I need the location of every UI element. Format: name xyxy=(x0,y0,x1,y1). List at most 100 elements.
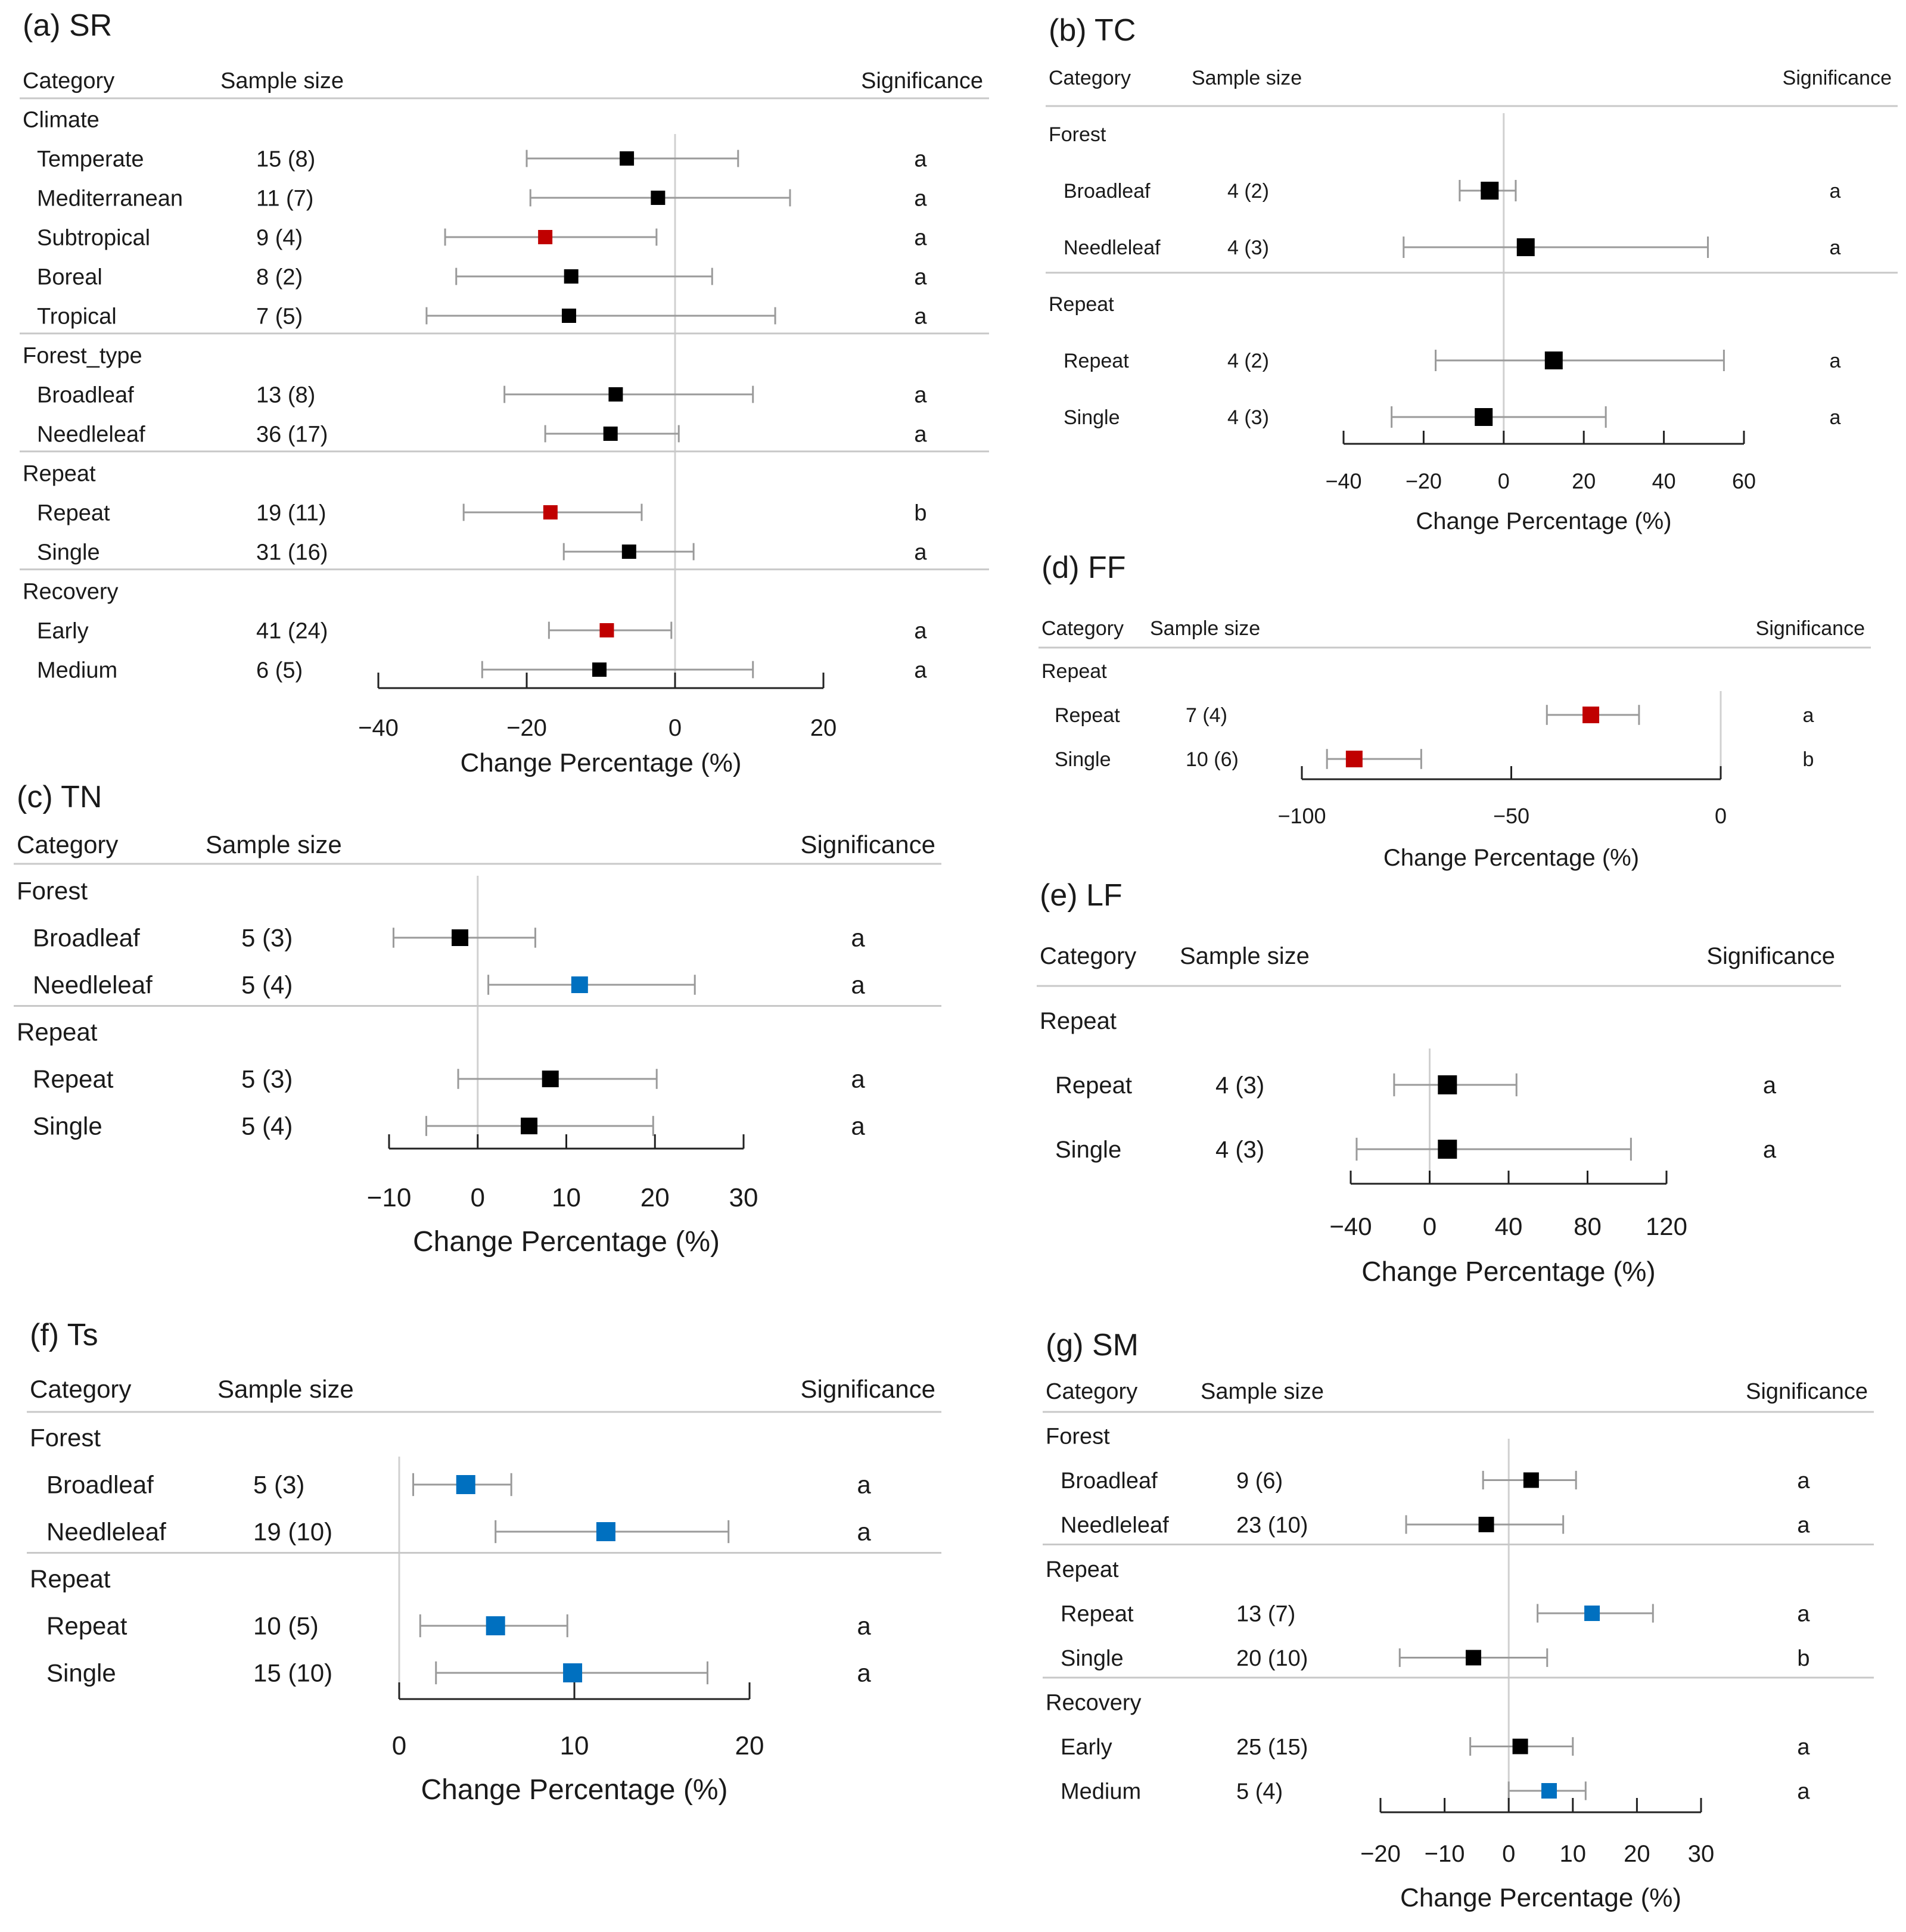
row-significance: a xyxy=(857,1612,871,1640)
group-label: Repeat xyxy=(1046,1557,1119,1582)
mean-marker xyxy=(563,1663,583,1682)
x-tick-label: 30 xyxy=(1688,1841,1715,1867)
row-significance: b xyxy=(914,500,926,525)
panel-a: (a) SR Category Sample size Significance Cli… xyxy=(20,8,989,777)
x-tick-label: 0 xyxy=(392,1731,406,1760)
row-label: Medium xyxy=(1061,1779,1141,1804)
x-tick-label: 20 xyxy=(640,1183,670,1212)
group-label: Forest xyxy=(17,877,88,905)
mean-marker xyxy=(486,1616,505,1635)
row-significance: a xyxy=(914,422,927,447)
mean-marker xyxy=(521,1118,538,1134)
row-significance: a xyxy=(851,924,865,952)
row-significance: a xyxy=(857,1518,871,1546)
x-tick-label: 10 xyxy=(1560,1841,1587,1867)
panel-g: (g) SM Category Sample size Significance For… xyxy=(1043,1328,1874,1912)
mean-marker xyxy=(1475,408,1493,426)
row-significance: a xyxy=(851,971,865,999)
group-label: Forest xyxy=(1049,123,1106,146)
row-sample-size: 4 (3) xyxy=(1215,1137,1264,1163)
group-label: Forest xyxy=(30,1424,101,1452)
row-significance: a xyxy=(914,304,927,329)
row-sample-size: 20 (10) xyxy=(1236,1646,1308,1671)
panel-c: (c) TN Category Sample size Significance For… xyxy=(14,780,941,1258)
row-label: Needleleaf xyxy=(1061,1513,1169,1538)
row-sample-size: 15 (10) xyxy=(253,1659,332,1687)
row-significance: a xyxy=(851,1112,865,1140)
mean-marker xyxy=(1466,1650,1482,1666)
group-label: Repeat xyxy=(1041,660,1107,683)
row-sample-size: 15 (8) xyxy=(256,147,315,172)
mean-marker xyxy=(1438,1075,1457,1094)
row-label: Repeat xyxy=(1055,1072,1132,1099)
x-tick-label: 20 xyxy=(1572,469,1596,493)
row-sample-size: 11 (7) xyxy=(256,186,313,211)
x-axis-label: Change Percentage (%) xyxy=(413,1226,720,1258)
x-tick-label: 20 xyxy=(1624,1841,1650,1867)
x-tick-label: 20 xyxy=(735,1731,764,1760)
row-significance: a xyxy=(851,1065,865,1093)
row-label: Repeat xyxy=(1061,1601,1134,1626)
mean-marker xyxy=(1345,751,1363,767)
header-category: Category xyxy=(23,69,114,94)
x-tick-label: 0 xyxy=(1423,1212,1437,1240)
x-tick-label: −10 xyxy=(1425,1841,1465,1867)
row-significance: a xyxy=(1797,1513,1810,1538)
row-sample-size: 4 (2) xyxy=(1227,180,1269,203)
mean-marker xyxy=(1438,1140,1457,1159)
mean-marker xyxy=(1512,1738,1528,1754)
row-label: Broadleaf xyxy=(1061,1469,1158,1494)
row-label: Broadleaf xyxy=(37,382,134,407)
x-tick-label: 120 xyxy=(1646,1212,1687,1240)
group-label: Recovery xyxy=(23,579,119,604)
panel-d: (d) FF Category Sample size Significance Rep… xyxy=(1038,550,1871,871)
x-tick-label: 0 xyxy=(1498,469,1510,493)
row-significance: a xyxy=(914,147,927,172)
row-significance: a xyxy=(914,225,927,250)
group-label: Forest_type xyxy=(23,343,142,368)
row-sample-size: 4 (3) xyxy=(1215,1072,1264,1099)
x-tick-label: −20 xyxy=(1406,469,1442,493)
row-label: Single xyxy=(1055,748,1111,771)
row-label: Needleleaf xyxy=(37,422,145,447)
header-significance: Significance xyxy=(801,1375,935,1403)
group-label: Repeat xyxy=(30,1565,111,1593)
x-tick-label: 20 xyxy=(810,715,837,741)
row-significance: a xyxy=(1803,704,1814,727)
row-significance: a xyxy=(914,540,927,565)
row-sample-size: 19 (11) xyxy=(256,500,327,525)
mean-marker xyxy=(1478,1517,1494,1532)
panel-title: (c) TN xyxy=(17,780,102,814)
x-tick-label: −40 xyxy=(1325,469,1361,493)
row-significance: a xyxy=(1797,1469,1810,1494)
x-tick-label: −40 xyxy=(1329,1212,1372,1240)
header-sample-size: Sample size xyxy=(1192,67,1302,89)
x-tick-label: 0 xyxy=(669,715,682,741)
mean-marker xyxy=(561,309,576,323)
row-sample-size: 25 (15) xyxy=(1236,1735,1308,1760)
header-category: Category xyxy=(17,830,118,858)
group-label: Repeat xyxy=(23,461,96,486)
row-sample-size: 31 (16) xyxy=(256,540,328,565)
x-tick-label: −100 xyxy=(1277,804,1326,828)
row-sample-size: 4 (2) xyxy=(1227,350,1269,372)
panel-b: (b) TC Category Sample size Significance For… xyxy=(1046,13,1898,534)
row-sample-size: 4 (3) xyxy=(1227,237,1269,259)
panel-title: (d) FF xyxy=(1041,550,1126,585)
row-label: Mediterranean xyxy=(37,186,183,211)
mean-marker xyxy=(538,230,553,244)
row-label: Repeat xyxy=(1064,350,1129,372)
mean-marker xyxy=(620,151,635,166)
row-sample-size: 13 (8) xyxy=(256,382,315,407)
row-sample-size: 19 (10) xyxy=(253,1518,332,1546)
x-tick-label: 0 xyxy=(1502,1841,1515,1867)
row-sample-size: 5 (4) xyxy=(1236,1779,1283,1804)
header-category: Category xyxy=(1040,943,1136,969)
mean-marker xyxy=(1481,182,1499,200)
row-sample-size: 5 (3) xyxy=(241,1065,293,1093)
panel-title: (a) SR xyxy=(23,8,112,43)
row-significance: a xyxy=(1830,237,1841,259)
x-tick-label: −50 xyxy=(1493,804,1529,828)
row-label: Needleleaf xyxy=(1064,237,1161,259)
